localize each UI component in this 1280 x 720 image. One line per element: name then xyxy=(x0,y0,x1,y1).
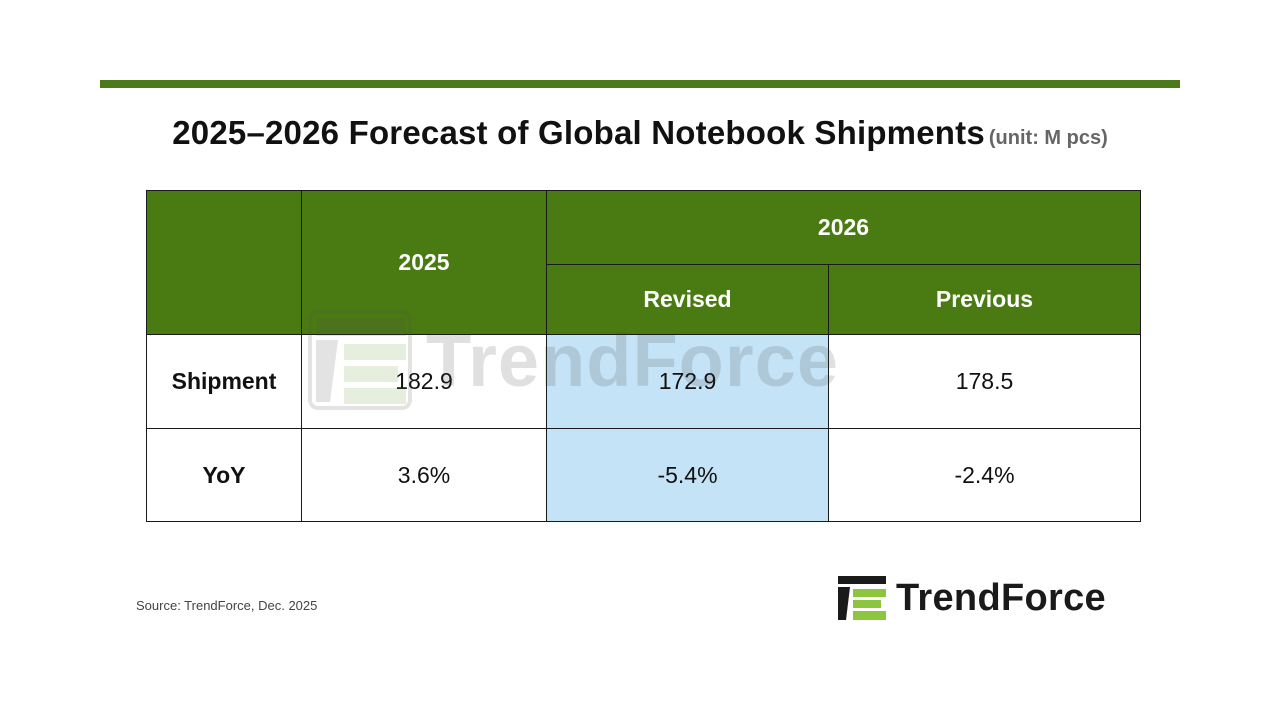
title-row: 2025–2026 Forecast of Global Notebook Sh… xyxy=(100,114,1180,152)
row-label-yoy: YoY xyxy=(146,428,302,522)
table-row: YoY 3.6% -5.4% -2.4% xyxy=(146,428,1142,522)
unit-label: (unit: M pcs) xyxy=(988,127,1108,149)
yoy-previous: -2.4% xyxy=(827,428,1142,522)
header-revised: Revised xyxy=(546,264,829,335)
logo-wordmark: TrendForce xyxy=(896,576,1106,619)
header-previous: Previous xyxy=(827,264,1142,335)
shipment-previous: 178.5 xyxy=(827,334,1142,429)
top-accent-bar xyxy=(100,80,1180,88)
header-2026: 2026 xyxy=(545,190,1142,265)
header-empty-cell xyxy=(146,190,302,335)
source-note: Source: TrendForce, Dec. 2025 xyxy=(136,598,318,613)
table-row: Shipment 182.9 172.9 178.5 xyxy=(146,334,1142,429)
shipment-revised: 172.9 xyxy=(546,334,829,429)
yoy-revised: -5.4% xyxy=(546,428,829,522)
header-2025: 2025 xyxy=(301,190,547,335)
forecast-table: 2025 2026 Revised Previous Shipment 182.… xyxy=(146,190,1142,522)
row-label-shipment: Shipment xyxy=(146,334,302,429)
yoy-2025: 3.6% xyxy=(301,428,547,522)
trendforce-logo-icon xyxy=(838,576,886,620)
trendforce-logo: TrendForce xyxy=(838,574,1106,622)
shipment-2025: 182.9 xyxy=(301,334,547,429)
page-title: 2025–2026 Forecast of Global Notebook Sh… xyxy=(172,114,985,151)
